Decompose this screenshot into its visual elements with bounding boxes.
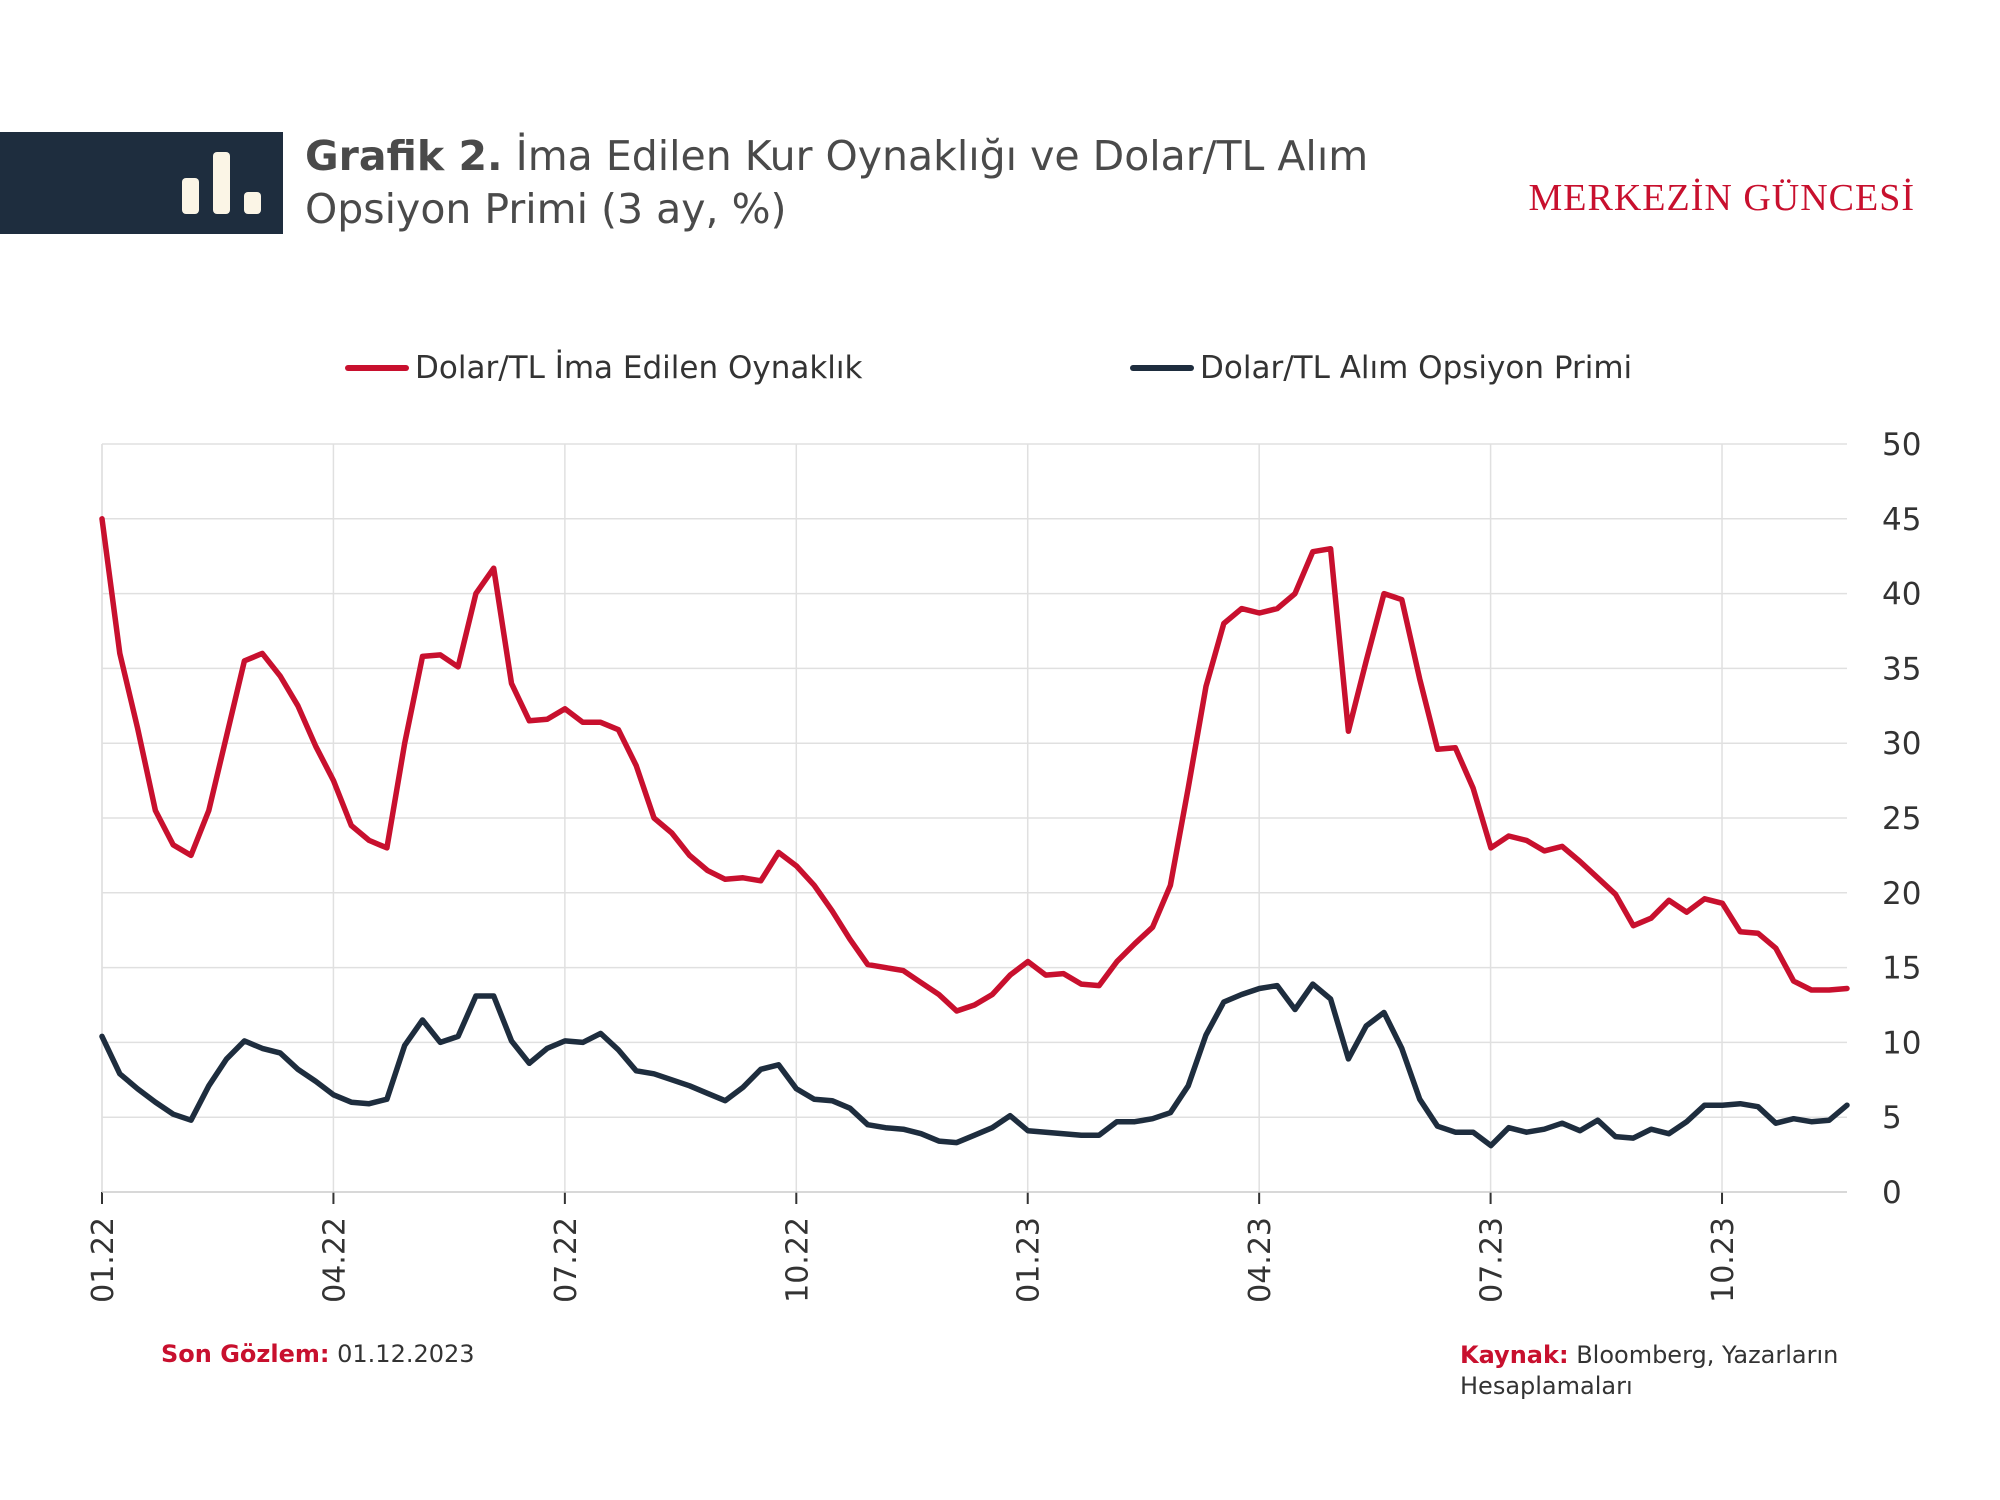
x-tick-label: 04.22 bbox=[317, 1217, 352, 1303]
last-obs-label: Son Gözlem: bbox=[161, 1340, 330, 1368]
legend-label-implied-vol: Dolar/TL İma Edilen Oynaklık bbox=[415, 350, 863, 386]
legend-swatch-call-premium bbox=[1130, 365, 1194, 371]
y-tick-label: 25 bbox=[1882, 801, 1921, 837]
title-text: İma Edilen Kur Oynaklığı ve Dolar/TL Alı… bbox=[515, 132, 1369, 180]
title-prefix: Grafik 2. bbox=[305, 132, 503, 180]
source-label: Kaynak: bbox=[1460, 1341, 1569, 1369]
title-line2: Opsiyon Primi (3 ay, %) bbox=[305, 185, 787, 233]
brand-logo: MERKEZİN GÜNCESİ bbox=[1528, 177, 1915, 219]
y-tick-label: 50 bbox=[1882, 427, 1921, 463]
header-block bbox=[0, 132, 283, 234]
y-tick-label: 35 bbox=[1882, 651, 1921, 687]
x-tick-label: 04.23 bbox=[1243, 1217, 1278, 1303]
chart-title: Grafik 2. İma Edilen Kur Oynaklığı ve Do… bbox=[305, 130, 1405, 236]
source-value: Bloomberg, Yazarların Hesaplamaları bbox=[1460, 1341, 1839, 1400]
legend-item-call-premium: Dolar/TL Alım Opsiyon Primi bbox=[1130, 350, 1632, 386]
source-note: Kaynak: Bloomberg, Yazarların Hesaplamal… bbox=[1460, 1340, 1860, 1402]
y-tick-label: 45 bbox=[1882, 502, 1921, 538]
legend-label-call-premium: Dolar/TL Alım Opsiyon Primi bbox=[1200, 350, 1633, 386]
series-line-implied-vol bbox=[99, 516, 1850, 1014]
y-tick-label: 30 bbox=[1882, 726, 1921, 762]
y-tick-label: 15 bbox=[1882, 951, 1921, 987]
x-tick-label: 01.23 bbox=[1012, 1217, 1047, 1303]
x-tick-label: 07.22 bbox=[549, 1217, 584, 1303]
x-tick-label: 07.23 bbox=[1475, 1217, 1510, 1303]
x-tick-label: 10.23 bbox=[1706, 1217, 1741, 1303]
x-tick-label: 10.22 bbox=[780, 1217, 815, 1303]
last-observation: Son Gözlem: 01.12.2023 bbox=[161, 1340, 475, 1368]
legend-item-implied-vol: Dolar/TL İma Edilen Oynaklık bbox=[345, 350, 862, 386]
last-obs-value: 01.12.2023 bbox=[337, 1340, 475, 1368]
y-tick-label: 5 bbox=[1882, 1100, 1902, 1136]
y-tick-label: 20 bbox=[1882, 876, 1921, 912]
legend-swatch-implied-vol bbox=[345, 365, 409, 371]
y-tick-label: 40 bbox=[1882, 577, 1921, 613]
x-tick-label: 01.22 bbox=[86, 1217, 121, 1303]
y-tick-label: 0 bbox=[1882, 1175, 1902, 1211]
series-line-call-premium bbox=[99, 981, 1850, 1149]
bar-chart-icon bbox=[182, 152, 261, 214]
y-tick-label: 10 bbox=[1882, 1025, 1921, 1061]
